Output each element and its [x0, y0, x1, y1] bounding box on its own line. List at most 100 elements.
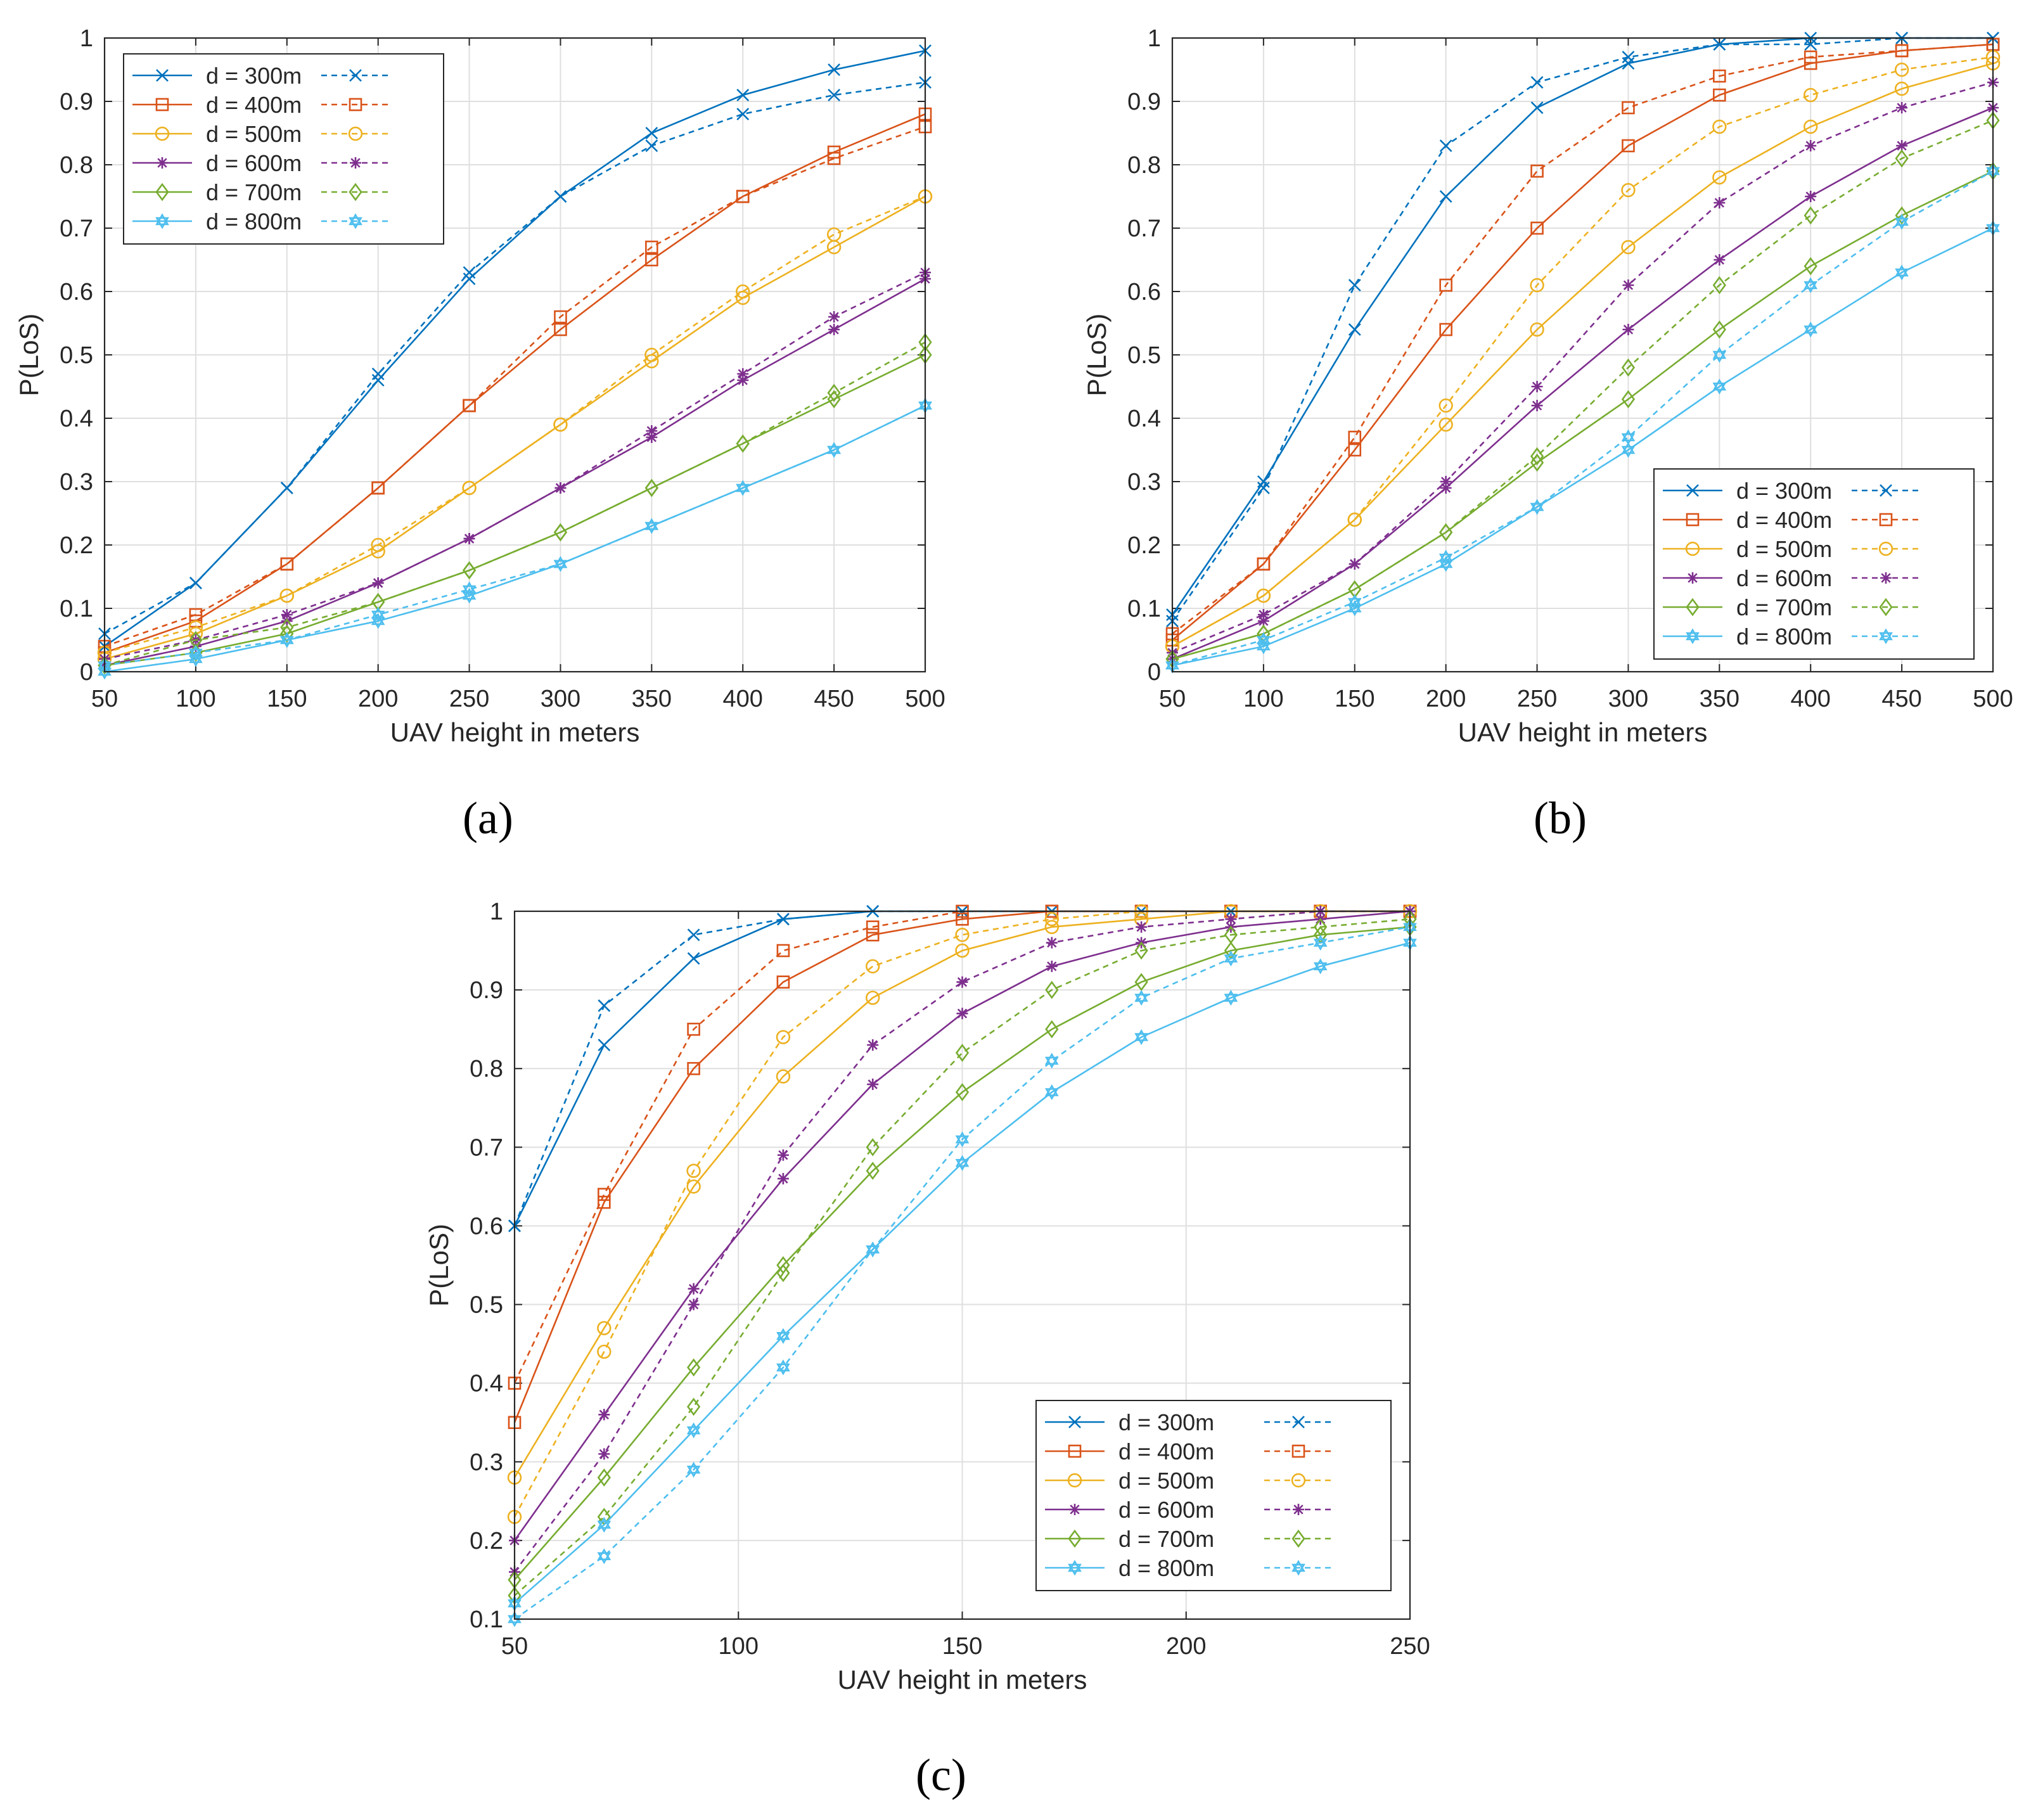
- data-point-diamond-icon: [1712, 320, 1726, 339]
- data-point-circle-icon: [1438, 398, 1453, 413]
- data-point-circle-icon: [826, 227, 842, 242]
- data-point-hexagram-icon: [1712, 378, 1727, 395]
- data-point-circle-icon: [1438, 417, 1453, 432]
- data-point-x-icon: [736, 89, 750, 101]
- data-point-x-icon: [371, 368, 385, 380]
- legend-circle-icon: [1067, 1473, 1082, 1488]
- series-line-500m-dashed: [1172, 56, 1994, 648]
- x-tick-label: 400: [723, 686, 763, 712]
- data-point-hexagram-icon: [553, 556, 568, 572]
- data-point-asterisk-icon: [554, 482, 567, 494]
- legend-diamond-icon: [155, 183, 169, 202]
- x-tick-label: 150: [942, 1633, 982, 1660]
- data-point-hexagram-icon: [597, 1548, 612, 1565]
- data-point-square-icon: [1439, 278, 1452, 292]
- series-line-800m-solid: [514, 942, 1411, 1605]
- legend-label: d = 500m: [1118, 1468, 1214, 1494]
- legend-label: d = 700m: [1118, 1526, 1214, 1552]
- data-point-circle-icon: [865, 990, 880, 1005]
- data-point-asterisk-icon: [1349, 558, 1361, 570]
- data-point-square-icon: [1622, 101, 1635, 115]
- data-point-hexagram-icon: [1044, 1053, 1059, 1069]
- data-point-x-icon: [1713, 38, 1726, 51]
- y-tick-label: 0.1: [60, 596, 93, 622]
- data-point-hexagram-icon: [866, 1241, 880, 1258]
- legend-label: d = 500m: [1736, 536, 1832, 562]
- legend-label: d = 800m: [1118, 1555, 1214, 1581]
- data-point-square-icon: [1713, 69, 1726, 83]
- data-point-circle-icon: [1621, 183, 1636, 198]
- y-tick-label: 0.7: [60, 215, 93, 242]
- data-point-diamond-icon: [827, 383, 841, 402]
- data-point-asterisk-icon: [1257, 615, 1269, 627]
- y-tick-label: 0.9: [470, 977, 503, 1004]
- y-tick-label: 0.2: [60, 532, 93, 559]
- data-point-x-icon: [598, 999, 611, 1012]
- data-point-x-icon: [1804, 38, 1817, 51]
- data-point-asterisk-icon: [1714, 197, 1726, 208]
- y-tick-label: 0.5: [1127, 342, 1161, 369]
- data-point-circle-icon: [1894, 81, 1909, 96]
- data-point-hexagram-icon: [686, 1461, 701, 1478]
- data-point-square-icon: [1895, 44, 1909, 58]
- data-point-hexagram-icon: [1224, 951, 1238, 967]
- legend-label: d = 800m: [1736, 624, 1832, 650]
- x-tick-label: 50: [1159, 686, 1186, 712]
- legend-x-icon: [1880, 484, 1892, 497]
- y-tick-label: 0.6: [60, 279, 93, 305]
- y-tick-label: 0.8: [60, 152, 93, 179]
- data-point-square-icon: [645, 253, 658, 267]
- data-point-square-icon: [1622, 139, 1635, 153]
- data-point-hexagram-icon: [1712, 347, 1727, 363]
- data-point-asterisk-icon: [737, 368, 749, 380]
- series-line-700m-dashed: [514, 918, 1411, 1596]
- legend-hexagram-icon: [1686, 628, 1700, 644]
- data-point-hexagram-icon: [1438, 549, 1453, 566]
- data-point-asterisk-icon: [646, 432, 658, 443]
- x-tick-label: 250: [449, 686, 489, 712]
- series-line-600m-dashed: [1172, 81, 1994, 654]
- data-point-asterisk-icon: [1531, 400, 1543, 411]
- data-point-square-icon: [554, 310, 567, 324]
- y-axis-label: P(LoS): [14, 314, 44, 397]
- data-point-hexagram-icon: [955, 1155, 970, 1171]
- legend-label: d = 600m: [1118, 1497, 1214, 1523]
- data-point-x-icon: [189, 577, 202, 589]
- y-tick-label: 0.7: [470, 1134, 503, 1161]
- legend-diamond-icon: [1291, 1529, 1305, 1548]
- data-point-asterisk-icon: [463, 533, 475, 544]
- data-point-hexagram-icon: [955, 1131, 970, 1148]
- data-point-diamond-icon: [1712, 276, 1726, 295]
- legend-x-icon: [1686, 484, 1699, 497]
- data-point-square-icon: [866, 920, 880, 934]
- y-tick-label: 0: [80, 659, 93, 686]
- data-point-circle-icon: [371, 537, 385, 553]
- data-point-x-icon: [1439, 190, 1452, 203]
- y-tick-label: 0.2: [1127, 532, 1161, 559]
- data-point-circle-icon: [1712, 170, 1727, 185]
- y-tick-label: 0.1: [1127, 596, 1161, 622]
- data-point-circle-icon: [1894, 62, 1909, 77]
- x-tick-label: 350: [1700, 686, 1739, 712]
- series-line-700m-dashed: [104, 341, 926, 667]
- x-tick-label: 250: [1390, 1633, 1430, 1660]
- data-point-hexagram-icon: [776, 1328, 790, 1344]
- x-tick-label: 150: [267, 686, 307, 712]
- data-point-x-icon: [1622, 51, 1635, 63]
- data-point-circle-icon: [1256, 588, 1271, 603]
- data-point-x-icon: [1257, 475, 1270, 488]
- x-tick-label: 200: [1426, 686, 1466, 712]
- legend-x-icon: [1068, 1416, 1081, 1428]
- data-point-asterisk-icon: [1046, 960, 1058, 972]
- axes-box: [103, 37, 926, 673]
- data-point-asterisk-icon: [1714, 254, 1726, 266]
- data-point-diamond-icon: [644, 478, 658, 497]
- data-point-x-icon: [776, 913, 790, 926]
- data-point-diamond-icon: [1045, 1020, 1059, 1039]
- data-point-circle-icon: [1621, 240, 1636, 255]
- caption-c: (c): [916, 1750, 966, 1800]
- x-tick-label: 400: [1791, 686, 1831, 712]
- legend-label: d = 300m: [206, 63, 302, 89]
- y-tick-label: 1: [80, 25, 93, 52]
- series-line-400m-dashed: [1172, 43, 1994, 635]
